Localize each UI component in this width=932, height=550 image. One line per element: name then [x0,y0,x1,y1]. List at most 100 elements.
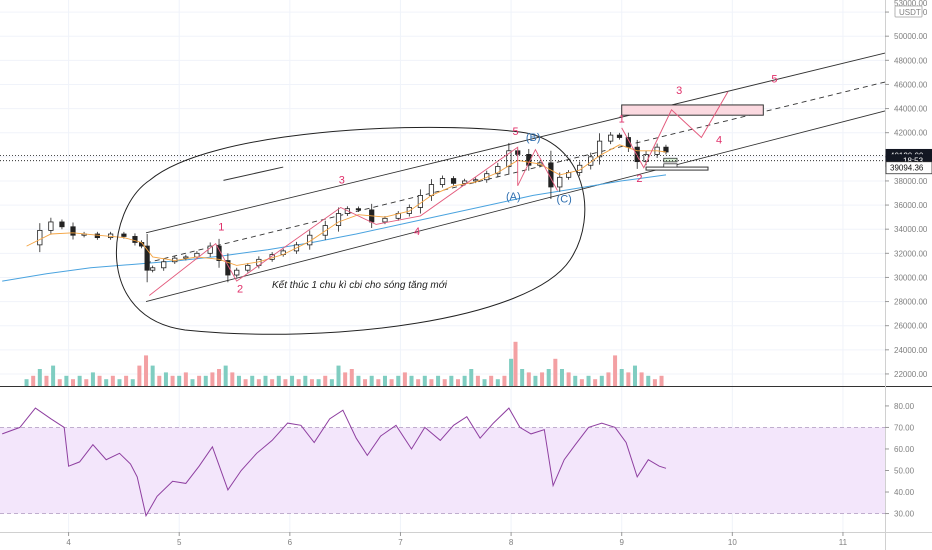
volume-bar [124,375,129,386]
volume-bar [613,355,618,386]
volume-bar [429,379,434,386]
target-box [663,157,678,163]
resistance-zone [621,104,764,116]
volume-bar [396,375,401,386]
volume-bar [462,375,467,386]
price-tag-box [885,161,932,175]
volume-bar [495,379,500,386]
slow-moving-average [2,174,667,282]
wave-label-red: 1 [619,113,625,125]
volume-bar [336,365,341,386]
candle-body [495,166,501,175]
rsi-line [2,407,667,518]
wave-label-red: 4 [716,135,722,147]
cycle-note: Kết thúc 1 chu kì cbi cho sóng tăng mới [272,279,448,291]
candle-body [557,176,563,188]
volume-bar [44,375,49,386]
wave-label-blue: (B) [526,132,541,144]
volume-bar [546,369,551,386]
volume-bar [190,379,195,386]
wave-label-red: 3 [676,85,682,97]
rsi-polyline [2,407,667,518]
volume-bar [110,375,115,386]
volume-bar [31,375,36,386]
time-tick-label: 10 [728,538,737,547]
volume-bar [243,379,248,386]
candle-body [335,213,342,226]
candle-body [216,245,222,261]
price-tick-label: 22000.00 [894,370,928,379]
volume-bar [475,375,480,386]
projection-wave-line [621,91,729,169]
volume-bar [513,341,518,386]
volume-bar [349,369,354,386]
volume-bar [626,372,631,386]
volume-bar [639,372,644,386]
time-tick-label: 7 [398,538,403,547]
rsi-tick-label: 40.00 [894,488,915,497]
volume-bars [24,341,664,386]
price-tick-label: 26000.00 [894,322,928,331]
candle-body [121,233,127,237]
volume-bar [64,375,69,386]
candle-body [355,208,362,211]
rsi-band [0,427,885,514]
freehand-stroke [223,166,284,181]
price-tick-label: 48000.00 [894,56,928,65]
wave-label-red: 4 [414,226,420,238]
volume-bar [210,372,215,386]
price-tick-label: 36000.00 [894,201,928,210]
volume-bar [163,372,168,386]
price-axis[interactable]: 22000.00 24000.00 26000.00 28000.00 30000.00… [885,0,928,379]
volume-bar [24,379,29,386]
volume-bar [356,375,361,386]
volume-bar [659,375,664,386]
volume-bar [203,375,208,386]
wave-label-blue: (C) [557,194,572,206]
volume-bar [606,372,611,386]
support-zone [645,166,709,171]
volume-bar [157,375,162,386]
volume-bar [436,375,441,386]
volume-bar [316,379,321,386]
candle-body [37,229,43,246]
price-tick-label: 38000.00 [894,177,928,186]
rsi-tick-label: 60.00 [894,445,915,454]
volume-bar [442,379,447,386]
volume-bar [290,375,295,386]
target-box [663,163,678,168]
rsi-pane[interactable] [0,407,885,518]
volume-bar [230,372,235,386]
rsi-tick-label: 80.00 [894,402,915,411]
wave-labels: 1 2 3 4 5 1 2 3 4 5 (B) (A) (C) [218,74,777,296]
fast-ema-line [26,144,667,266]
time-tick-label: 9 [619,538,624,547]
volume-bar [469,369,474,386]
candle-body [132,236,138,243]
volume-bar [144,355,149,386]
volume-bar [553,358,558,386]
time-axis[interactable]: 4 5 6 7 8 9 10 11 [66,532,848,547]
volume-bar [250,375,255,386]
rsi-band-fill [0,427,885,514]
price-tick-label: 50000.00 [894,32,928,41]
candle-body [526,153,532,166]
volume-bar [177,375,182,386]
volume-bar [51,365,56,386]
dotted-price-levels [0,154,885,162]
rsi-axis[interactable]: 30.00 40.00 50.00 60.00 70.00 80.00 [885,402,915,519]
volume-bar [197,375,202,386]
price-tick-label: 30000.00 [894,273,928,282]
volume-bar [502,375,507,386]
volume-bar [236,375,241,386]
currency-label: USDT [899,8,921,17]
volume-bar [343,372,348,386]
volume-bar [137,365,142,386]
volume-bar [309,379,314,386]
candle-body [144,245,150,271]
volume-bar [170,375,175,386]
candle-body [625,137,631,148]
volume-bar [619,369,624,386]
